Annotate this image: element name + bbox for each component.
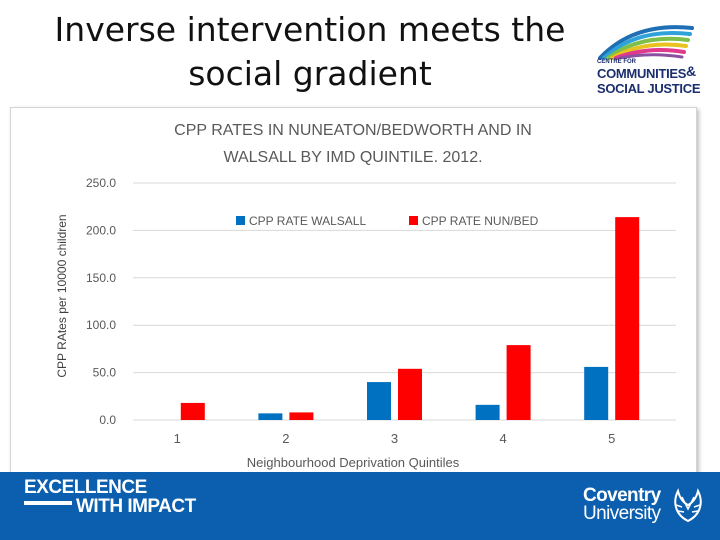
bar-walsall-q3	[367, 382, 391, 420]
x-tick-label: 1	[174, 431, 181, 446]
legend-swatch	[409, 216, 418, 225]
footer-bar	[0, 472, 720, 540]
chart-title-line2: WALSALL BY IMD QUINTILE. 2012.	[223, 149, 482, 166]
coventry-university-logo: Coventry University	[583, 485, 661, 524]
tagline-line2: WITH IMPACT	[76, 496, 196, 517]
chart-frame: CPP RATES IN NUNEATON/BEDWORTH AND IN WA…	[10, 107, 697, 474]
logo-arcs-icon	[598, 25, 694, 60]
slide-title-line2: social gradient	[188, 54, 432, 93]
logo-ampersand: &	[686, 63, 697, 79]
x-axis-label: Neighbourhood Deprivation Quintiles	[247, 455, 460, 470]
logo-line1: COMMUNITIES	[597, 66, 687, 81]
chart-title-line1: CPP RATES IN NUNEATON/BEDWORTH AND IN	[174, 122, 532, 139]
x-tick-label: 4	[499, 431, 506, 446]
tagline-line1: EXCELLENCE	[24, 477, 147, 498]
bar-nunbed-q4	[506, 345, 531, 420]
y-tick-label: 200.0	[86, 223, 116, 237]
y-tick-label: 250.0	[86, 176, 116, 190]
legend-swatch	[236, 216, 245, 225]
bar-nunbed-q5	[615, 217, 640, 420]
phoenix-crest-icon	[674, 488, 702, 523]
y-tick-label: 0.0	[99, 413, 116, 427]
x-tick-label: 2	[282, 431, 289, 446]
bar-walsall-q5	[584, 366, 609, 420]
university-line1: Coventry	[583, 485, 661, 506]
slide-title: Inverse intervention meets the social gr…	[40, 8, 580, 96]
logo-line2: SOCIAL JUSTICE	[597, 81, 701, 96]
bar-nunbed-q3	[398, 368, 422, 420]
y-tick-label: 50.0	[93, 366, 117, 380]
legend-label: CPP RATE WALSALL	[249, 214, 366, 228]
bar-nunbed-q2	[289, 412, 314, 420]
bar-walsall-q2	[258, 413, 283, 420]
university-line2: University	[583, 503, 661, 524]
y-tick-label: 150.0	[86, 271, 116, 285]
y-axis-label: CPP RAtes per 10000 children	[55, 214, 69, 377]
legend-label: CPP RATE NUN/BED	[422, 214, 539, 228]
excellence-tagline: EXCELLENCE WITH IMPACT	[24, 478, 196, 516]
x-tick-label: 3	[391, 431, 398, 446]
y-tick-label: 100.0	[86, 318, 116, 332]
slide-title-line1: Inverse intervention meets the	[54, 10, 566, 49]
bar-chart: CPP RATES IN NUNEATON/BEDWORTH AND IN WA…	[55, 122, 676, 470]
x-tick-label: 5	[608, 431, 615, 446]
communities-social-justice-logo: CENTRE FOR COMMUNITIES & SOCIAL JUSTICE	[594, 18, 704, 98]
logo-small-text: CENTRE FOR	[597, 59, 636, 65]
bar-walsall-q4	[475, 404, 500, 420]
bar-nunbed-q1	[180, 402, 205, 420]
tagline-underline	[24, 501, 72, 505]
